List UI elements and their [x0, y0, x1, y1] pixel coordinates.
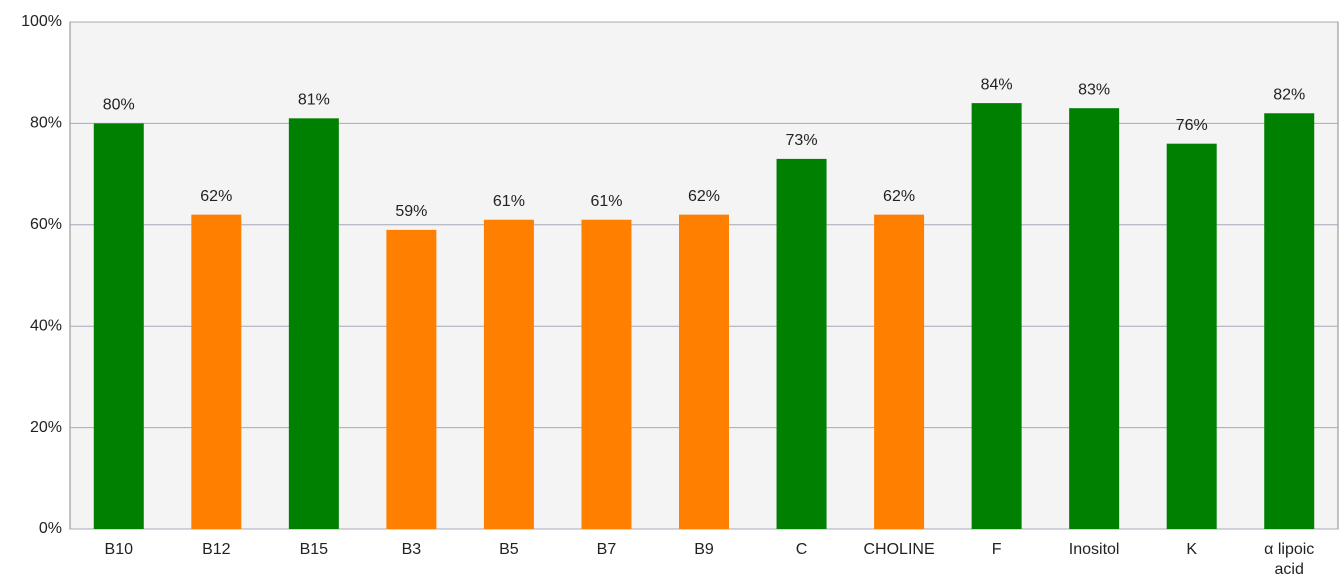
bar — [93, 123, 144, 530]
bar — [386, 229, 437, 529]
x-tick-label: C — [795, 541, 808, 558]
data-label: 73% — [786, 132, 818, 149]
x-tick-label: B15 — [299, 541, 329, 558]
data-label: 80% — [103, 97, 135, 114]
bar — [776, 158, 827, 529]
bar — [483, 219, 534, 530]
data-label: 81% — [298, 92, 330, 109]
x-tick-label: B10 — [104, 541, 133, 558]
y-tick-label: 100% — [21, 13, 62, 30]
data-label: 76% — [1176, 117, 1208, 134]
data-label: 83% — [1078, 81, 1110, 98]
x-tick-label: CHOLINE — [863, 541, 935, 558]
data-label: 62% — [200, 188, 232, 205]
x-tick-label: B12 — [202, 541, 231, 558]
y-tick-label: 60% — [30, 216, 62, 233]
data-label: 82% — [1273, 86, 1305, 103]
data-label: 84% — [981, 76, 1013, 93]
data-label: 61% — [493, 193, 525, 210]
bar — [1166, 143, 1217, 529]
data-label: 62% — [883, 188, 915, 205]
bar — [581, 219, 632, 530]
bar — [971, 103, 1022, 530]
x-tick-label: B3 — [401, 541, 422, 558]
data-label: 61% — [590, 193, 622, 210]
x-tick-label: B9 — [694, 541, 714, 558]
data-label: 62% — [688, 188, 720, 205]
bar — [679, 214, 729, 529]
bar — [288, 118, 339, 529]
bar — [1264, 113, 1315, 529]
x-tick-label: B7 — [596, 541, 617, 558]
x-tick-label: α lipoic acid — [1264, 541, 1315, 578]
data-label: 59% — [395, 203, 427, 220]
bar — [874, 214, 925, 529]
y-tick-label: 80% — [30, 115, 62, 132]
x-tick-label: Inositol — [1068, 541, 1120, 558]
x-tick-label: K — [1186, 541, 1198, 558]
x-tick-label: F — [991, 541, 1002, 558]
bar — [191, 214, 242, 529]
x-tick-label: B5 — [499, 541, 519, 558]
y-tick-label: 40% — [30, 317, 62, 334]
y-tick-label: 0% — [39, 520, 62, 537]
y-tick-label: 20% — [30, 419, 62, 436]
bar — [1069, 108, 1120, 529]
